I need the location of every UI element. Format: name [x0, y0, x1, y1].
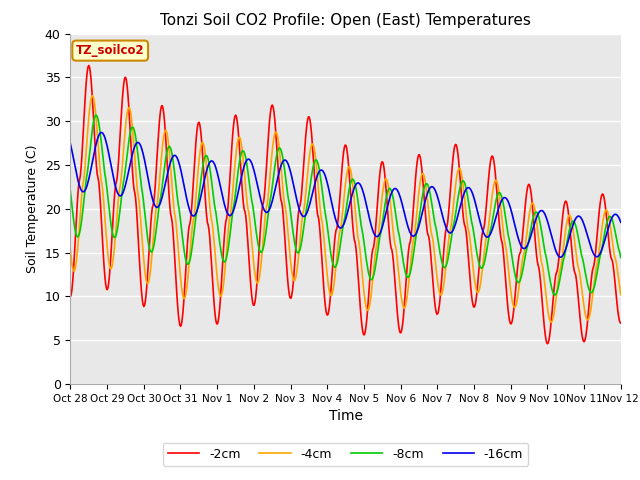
-2cm — [429, 283, 437, 289]
Line: -16cm: -16cm — [70, 132, 621, 257]
-16cm — [67, 141, 74, 147]
-8cm — [67, 189, 74, 194]
-2cm — [219, 259, 227, 264]
-16cm — [98, 130, 106, 135]
-4cm — [134, 191, 141, 196]
-16cm — [429, 184, 437, 190]
Line: -2cm: -2cm — [70, 65, 621, 344]
X-axis label: Time: Time — [328, 409, 363, 423]
-8cm — [219, 256, 227, 262]
-8cm — [190, 232, 198, 238]
Line: -4cm: -4cm — [70, 96, 621, 323]
-8cm — [429, 211, 437, 216]
-2cm — [134, 227, 141, 233]
-2cm — [67, 294, 74, 300]
-8cm — [77, 226, 84, 232]
-4cm — [190, 216, 198, 222]
-16cm — [219, 194, 227, 200]
-16cm — [134, 140, 141, 145]
Legend: -2cm, -4cm, -8cm, -16cm: -2cm, -4cm, -8cm, -16cm — [163, 443, 528, 466]
-4cm — [429, 240, 437, 245]
-2cm — [617, 320, 625, 326]
-4cm — [67, 247, 74, 252]
-4cm — [77, 210, 84, 216]
-2cm — [413, 159, 421, 165]
-4cm — [219, 287, 227, 293]
-2cm — [85, 62, 93, 68]
-16cm — [190, 213, 198, 219]
-16cm — [617, 219, 625, 225]
Text: TZ_soilco2: TZ_soilco2 — [76, 44, 145, 57]
-4cm — [413, 206, 421, 212]
-8cm — [617, 255, 625, 261]
-16cm — [77, 185, 84, 191]
-4cm — [547, 320, 555, 325]
-8cm — [551, 292, 559, 298]
-16cm — [413, 228, 421, 234]
-8cm — [92, 112, 99, 118]
Title: Tonzi Soil CO2 Profile: Open (East) Temperatures: Tonzi Soil CO2 Profile: Open (East) Temp… — [160, 13, 531, 28]
Line: -8cm: -8cm — [70, 115, 621, 295]
-2cm — [543, 341, 551, 347]
Y-axis label: Soil Temperature (C): Soil Temperature (C) — [26, 144, 39, 273]
-2cm — [77, 173, 84, 179]
-8cm — [413, 227, 421, 233]
-2cm — [190, 174, 198, 180]
-16cm — [557, 254, 564, 260]
-8cm — [134, 151, 141, 156]
-4cm — [89, 93, 97, 98]
-4cm — [617, 292, 625, 298]
